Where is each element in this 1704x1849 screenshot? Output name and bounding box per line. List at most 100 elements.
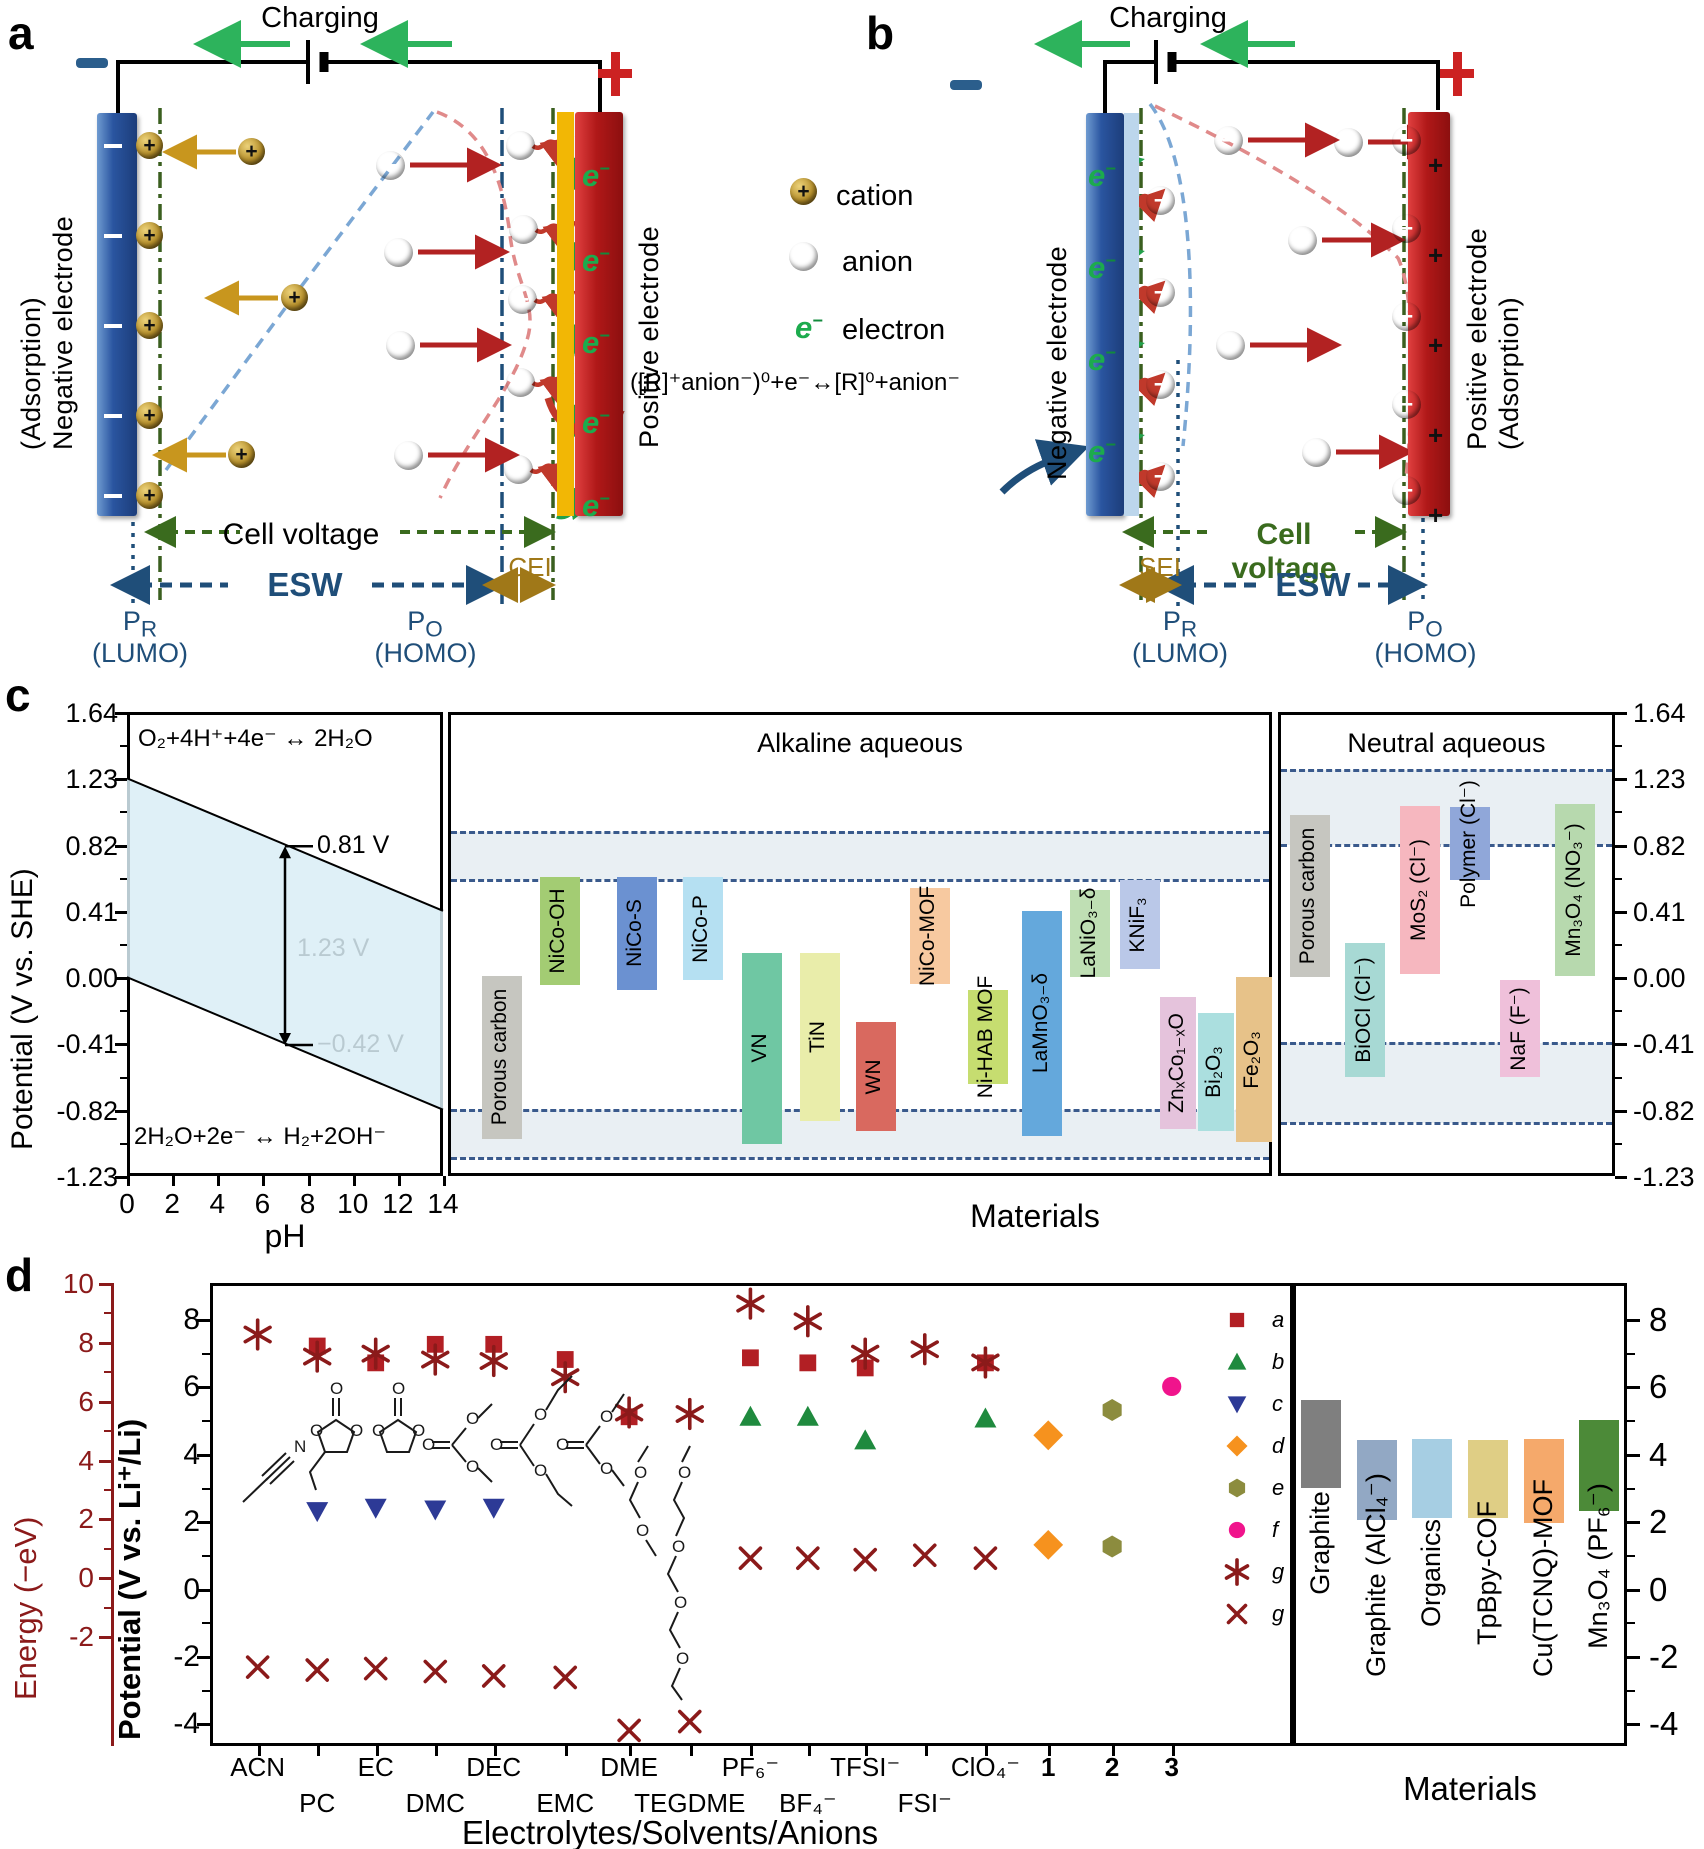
scatter-frame [210,1283,1293,1746]
energy-tick-label: 6 [78,1385,94,1417]
energy-minortick [104,1430,111,1433]
bar-LaMnO₃₋δ [1022,910,1063,1136]
ph-tick-label: 12 [382,1188,414,1219]
energy-minortick [104,1606,111,1609]
bar-Graphite [1300,1399,1341,1488]
bar-label-Mn₃O₄ (PF₆⁻): Mn₃O₄ (PF₆⁻) [1583,1483,1614,1649]
x-cat-tick [257,1746,261,1756]
materials-axis-label-c: Materials [970,1198,1100,1234]
x-cat-tick [375,1746,379,1756]
y-tick-label-left: -0.82 [56,1095,118,1126]
bar-NiCo-P [682,876,723,981]
energy-tick [99,1636,111,1640]
cation-icon: + [136,132,163,159]
anion-icon: − [1146,462,1175,491]
ph-bottom-equation: 2H₂O+2e⁻ ↔ H₂+2OH⁻ [134,1123,387,1150]
energy-minortick [104,1312,111,1315]
y-tick-label-right: 1.64 [1633,698,1686,728]
bar-Bi₂O₃ [1197,1012,1234,1131]
bar-Cu(TCNQ)-MOF [1523,1438,1564,1523]
potential-tick [197,1319,210,1323]
anion-legend-label: anion [842,246,913,278]
energy-minortick [104,1371,111,1374]
x-cat-tick [435,1746,439,1756]
potential-minortick [202,1689,210,1692]
x-cat-tick [689,1746,693,1756]
potential-tick-label: -4 [173,1707,200,1741]
x-cat-label-2: 2 [1104,1752,1120,1782]
x-cat-label-EC: EC [357,1752,394,1782]
cation-icon: + [136,482,163,509]
charging-label-b: Charging [1109,2,1227,34]
bar-label-Fe₂O₃: Fe₂O₃ [1239,1030,1263,1089]
y-minortick-right [1615,1076,1622,1079]
dashed-potential-line [1281,1042,1612,1046]
legend-label-c2: c [1272,1391,1283,1416]
electron-icon: e− [1088,250,1116,285]
ph-tick [397,1176,401,1186]
x-cat-label-DME: DME [600,1752,658,1782]
cation-legend-label: cation [836,180,914,212]
mat-tick [1627,1656,1640,1660]
anion-icon: − [506,131,535,160]
bar-Graphite (AlCl₄⁻) [1356,1440,1397,1520]
potential-tick-label: 6 [183,1370,200,1404]
ph-tick-label: 0 [119,1188,135,1219]
anion-icon: − [376,151,405,180]
y-tick-label-right: 0.41 [1633,896,1686,927]
esw-label-a: ESW [267,566,343,603]
bar-label-NiCo-OH: NiCo-OH [546,888,570,974]
ph-top-equation: O₂+4H⁺+4e⁻ ↔ 2H₂O [138,725,373,752]
y-tick-left [115,712,127,715]
sei-label-b: SEI [1139,552,1181,582]
circuit-b [1034,20,1440,115]
mat-tick-label: -2 [1649,1638,1679,1676]
y-tick-right [1615,712,1627,715]
electron-icon: e− [1088,158,1116,193]
energy-tick-label: 4 [78,1444,94,1476]
dashed-potential-line [451,879,1269,883]
po-label-a: PO [407,606,443,642]
electron-icon: e− [582,325,610,360]
cation-arrows-a [152,134,278,473]
cation-icon: + [136,312,163,339]
materials-frame-d [1293,1283,1627,1746]
ph-tick-label: 10 [337,1188,369,1219]
mat-tick [1627,1386,1640,1390]
potential-tick [197,1588,210,1592]
x-cat-tick [493,1746,497,1756]
cation-icon: + [281,284,308,311]
y-tick-right [1615,910,1627,914]
dashed-potential-line [451,830,1269,834]
potential-tick [197,1656,210,1660]
circuit-a [116,20,602,115]
panel-letter-b: b [866,7,895,59]
potential-axis-title: Potential (V vs. Li⁺/Li) [112,1418,147,1740]
pr-paren-b: (LUMO) [1132,638,1228,668]
charging-label-a: Charging [261,2,379,34]
y-tick-label-right: -1.23 [1633,1162,1695,1192]
neutral-frame [1278,712,1615,1176]
bar-Polymer (Cl⁻) [1450,807,1491,881]
potential-tick [197,1521,210,1525]
y-tick-right [1615,1109,1627,1113]
negative-electrode-a [97,113,137,516]
anion-icon: − [1146,370,1175,399]
y-tick-label-left: -0.41 [56,1029,118,1060]
bar-Ni-HAB MOF [967,990,1008,1084]
y-tick-right [1615,778,1627,782]
bar-label-NaF (F⁻): NaF (F⁻) [1506,987,1530,1071]
bar-Mn₃O₄ (NO₃⁻) [1554,804,1595,976]
bar-MoS₂ (Cl⁻) [1399,805,1440,974]
bar-Mn₃O₄ (PF₆⁻) [1579,1420,1620,1512]
ph-tick [127,1176,130,1186]
bar-NiCo-MOF [910,888,951,984]
y-minortick-left [120,745,127,748]
anion-icon: − [1392,476,1421,505]
bar-NiCo-S [616,876,657,991]
y-tick-label-left: -1.23 [56,1162,118,1192]
electron-legend-label: electron [842,314,946,346]
po-paren-a: (HOMO) [374,638,477,668]
y-axis-label-c: Potential (V vs. SHE) [6,868,39,1150]
bar-Porous carbon [482,975,523,1139]
